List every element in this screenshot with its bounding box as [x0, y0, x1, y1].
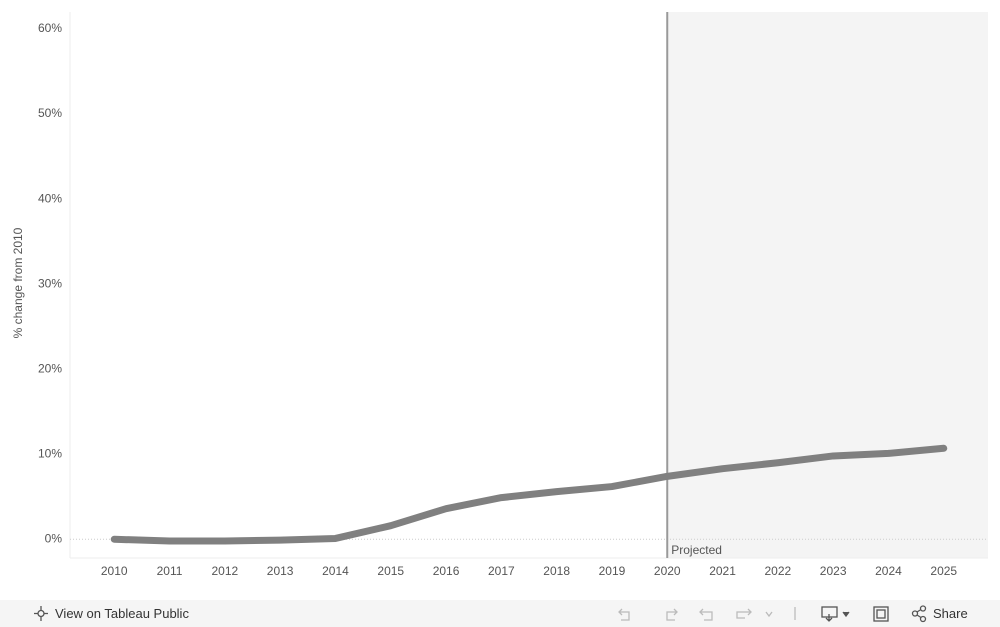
y-tick-label: 40% — [38, 191, 62, 205]
x-tick-label: 2013 — [267, 564, 294, 578]
projected-region — [667, 12, 988, 558]
x-tick-label: 2021 — [709, 564, 736, 578]
chart: % change from 2010 0% 10% 20% 30% 40% 50% 60% 2… — [11, 12, 988, 578]
projected-label: Projected — [671, 543, 722, 557]
x-tick-label: 2011 — [157, 564, 183, 578]
x-tick-label: 2015 — [377, 564, 404, 578]
y-tick-label: 30% — [38, 276, 62, 290]
x-tick-label: 2024 — [875, 564, 902, 578]
x-tick-label: 2025 — [930, 564, 957, 578]
y-tick-label: 20% — [38, 361, 62, 375]
y-tick-label: 60% — [38, 21, 62, 35]
y-axis-title: % change from 2010 — [11, 227, 25, 338]
y-tick-label: 0% — [45, 531, 63, 545]
x-tick-label: 2023 — [820, 564, 847, 578]
toolbar: View on Tableau Public Share — [0, 600, 1000, 627]
x-tick-label: 2014 — [322, 564, 349, 578]
x-tick-label: 2022 — [765, 564, 792, 578]
y-tick-label: 50% — [38, 106, 62, 120]
tableau-link[interactable]: View on Tableau Public — [55, 606, 189, 621]
x-tick-label: 2017 — [488, 564, 515, 578]
x-tick-label: 2010 — [101, 564, 128, 578]
toolbar-icons — [34, 605, 927, 623]
data-line — [110, 444, 948, 545]
x-tick-label: 2018 — [543, 564, 570, 578]
x-tick-label: 2016 — [433, 564, 460, 578]
x-tick-label: 2019 — [599, 564, 626, 578]
y-tick-label: 10% — [38, 446, 62, 460]
x-tick-label: 2020 — [654, 564, 681, 578]
share-button[interactable]: Share — [933, 606, 968, 621]
x-tick-label: 2012 — [211, 564, 238, 578]
